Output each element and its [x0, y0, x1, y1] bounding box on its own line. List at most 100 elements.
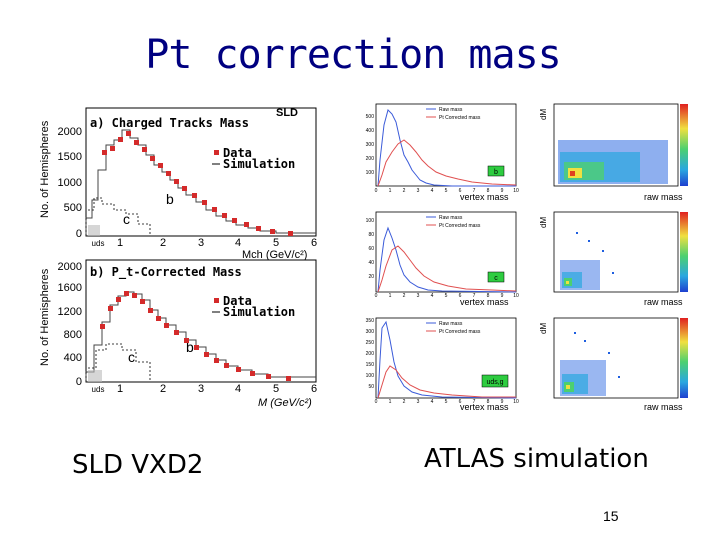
sld-bottom-c-hist [85, 343, 151, 382]
sld-top-yticks: 2000 1500 1000 500 0 [58, 126, 82, 240]
xtick: 4 [431, 188, 434, 194]
atlas-row-udsg-flavour: uds,g [486, 379, 503, 386]
atlas-row-b-scatter [558, 140, 668, 184]
xtick: 0 [375, 293, 378, 299]
ytick: 100 [366, 218, 375, 224]
atlas-row-udsg-scatter [560, 332, 620, 396]
xtick: uds [92, 385, 105, 394]
xtick: 8 [487, 293, 490, 299]
atlas-row-udsg-corrected-hist [377, 365, 516, 399]
ytick: 100 [366, 170, 375, 176]
atlas-row-b-corrected-hist [377, 139, 517, 187]
ytick: 100 [366, 373, 375, 379]
atlas-row-c-scatter-ylabel: dM [539, 217, 548, 228]
xtick: 1 [389, 399, 392, 405]
sld-top-legend-data: Data [223, 146, 252, 160]
xtick: 7 [473, 188, 476, 194]
sld-top-title: a) Charged Tracks Mass [90, 116, 249, 130]
ytick: 20 [368, 274, 374, 280]
xtick: 3 [198, 237, 204, 249]
sld-bottom-data-points [100, 291, 291, 381]
atlas-row-udsg-xlabel: vertex mass [460, 402, 509, 412]
sld-ylabel-top: No. of Hemispheres [39, 120, 51, 218]
sld-top-c-hist [85, 197, 151, 236]
xtick: 3 [417, 399, 420, 405]
legend-corrected: Pt Corrected mass [439, 329, 481, 335]
ytick: 800 [64, 329, 82, 341]
ytick: 1000 [58, 177, 82, 189]
xtick: 7 [473, 399, 476, 405]
atlas-row-udsg-xticks: 0 1 2 3 4 5 6 7 8 9 10 [375, 399, 519, 405]
caption-sld: SLD VXD2 [72, 450, 204, 480]
ytick: 500 [366, 114, 375, 120]
sld-top-label-c: c [123, 211, 130, 227]
atlas-row-c-scatter [560, 232, 614, 290]
xtick: 2 [403, 293, 406, 299]
ytick: 200 [366, 156, 375, 162]
ytick: 1600 [58, 282, 82, 294]
sld-ylabel-bottom: No. of Hemispheres [39, 268, 51, 366]
atlas-row-b-yticks: 500 400 300 200 100 [366, 114, 375, 176]
atlas-row-udsg: 350 300 250 200 150 100 50 0 1 2 3 4 5 6… [366, 317, 688, 412]
atlas-row-c-xlabel: vertex mass [460, 297, 509, 307]
xtick: 2 [160, 237, 166, 249]
sld-bottom-xlabel: M (GeV/c²) [258, 397, 312, 409]
sld-top-legend-sim: Simulation [223, 157, 295, 171]
ytick: 300 [366, 329, 375, 335]
xtick: 5 [445, 293, 448, 299]
xtick: 6 [459, 188, 462, 194]
sld-top-xlabel: Mch (GeV/c²) [242, 249, 307, 261]
xtick: 0 [375, 399, 378, 405]
xtick: 2 [403, 188, 406, 194]
ytick: 500 [64, 202, 82, 214]
ytick: 300 [366, 142, 375, 148]
sld-bottom-title: b) P_t-Corrected Mass [90, 265, 242, 280]
ytick: 350 [366, 318, 375, 324]
sld-bottom-yticks: 2000 1600 1200 800 400 0 [58, 261, 82, 388]
atlas-row-b-scatter-xlabel: raw mass [644, 192, 683, 202]
atlas-row-udsg-scatter-xlabel: raw mass [644, 402, 683, 412]
atlas-row-c-legend: Raw mass Pt Corrected mass [426, 215, 481, 229]
xtick: 4 [235, 237, 241, 249]
xtick: 1 [117, 237, 123, 249]
atlas-row-b: 500 400 300 200 100 0 1 2 3 4 5 6 7 8 9 … [366, 103, 688, 202]
atlas-row-c-yticks: 100 80 60 40 20 [366, 218, 375, 280]
ytick: 2000 [58, 126, 82, 138]
sld-bottom-label-c: c [128, 349, 135, 365]
atlas-row-b-xlabel: vertex mass [460, 192, 509, 202]
xtick: 3 [417, 293, 420, 299]
legend-corrected: Pt Corrected mass [439, 223, 481, 229]
xtick: uds [92, 239, 105, 248]
ytick: 200 [366, 351, 375, 357]
sld-top-xticks: uds 1 2 3 4 5 6 [92, 237, 318, 249]
ytick: 400 [366, 128, 375, 134]
xtick: 3 [198, 383, 204, 395]
xtick: 1 [389, 188, 392, 194]
xtick: 4 [235, 383, 241, 395]
xtick: 2 [160, 383, 166, 395]
xtick: 10 [513, 188, 519, 194]
ytick: 80 [368, 232, 374, 238]
ytick: 2000 [58, 261, 82, 273]
atlas-row-c-scatter-xlabel: raw mass [644, 297, 683, 307]
ytick: 0 [76, 376, 82, 388]
xtick: 1 [389, 293, 392, 299]
legend-raw: Raw mass [439, 107, 463, 113]
xtick: 6 [311, 383, 317, 395]
xtick: 1 [117, 383, 123, 395]
xtick: 5 [445, 399, 448, 405]
slide-title: Pt correction mass [145, 32, 561, 78]
ytick: 50 [368, 384, 374, 390]
atlas-row-c-raw-hist [377, 226, 517, 293]
sld-top-simulation-hist [85, 129, 316, 236]
atlas-row-b-legend: Raw mass Pt Corrected mass [426, 107, 481, 121]
sld-top-data-points [102, 131, 293, 236]
xtick: 9 [501, 188, 504, 194]
xtick: 6 [459, 399, 462, 405]
atlas-row-c-flavour: c [494, 275, 498, 282]
xtick: 6 [311, 237, 317, 249]
ytick: 1200 [58, 306, 82, 318]
sld-bottom-label-b: b [186, 339, 194, 355]
xtick: 10 [513, 399, 519, 405]
atlas-row-udsg-raw-hist [377, 320, 517, 399]
